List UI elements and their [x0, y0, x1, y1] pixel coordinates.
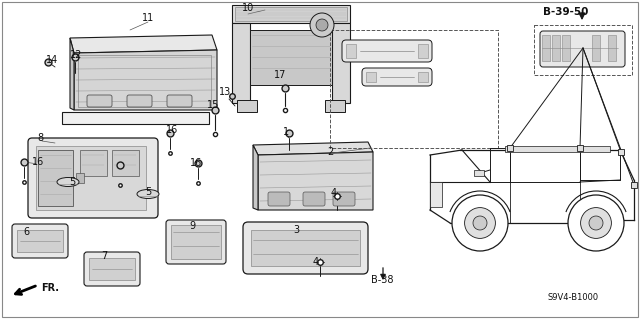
Bar — [592, 35, 600, 61]
Bar — [235, 7, 347, 21]
Bar — [366, 72, 376, 82]
Text: 5: 5 — [145, 187, 151, 197]
FancyBboxPatch shape — [87, 95, 112, 107]
FancyBboxPatch shape — [268, 192, 290, 206]
FancyBboxPatch shape — [12, 224, 68, 258]
Text: 16: 16 — [190, 158, 202, 168]
Text: 4: 4 — [313, 257, 319, 267]
FancyBboxPatch shape — [303, 192, 325, 206]
Text: 11: 11 — [142, 13, 154, 23]
Bar — [251, 230, 360, 266]
FancyBboxPatch shape — [167, 95, 192, 107]
Bar — [232, 23, 250, 103]
Ellipse shape — [137, 189, 159, 198]
FancyBboxPatch shape — [84, 252, 140, 286]
Bar — [78, 55, 211, 107]
Bar — [80, 150, 107, 176]
Text: FR.: FR. — [41, 283, 59, 293]
Bar — [36, 146, 146, 210]
Text: 4: 4 — [331, 188, 337, 198]
Text: 17: 17 — [274, 70, 286, 80]
Text: 9: 9 — [189, 221, 195, 231]
Bar — [542, 35, 550, 61]
Text: 6: 6 — [23, 227, 29, 237]
Text: 3: 3 — [293, 225, 299, 235]
Bar — [505, 146, 610, 152]
Circle shape — [465, 208, 495, 238]
Bar — [577, 145, 583, 151]
Polygon shape — [258, 152, 373, 210]
Bar — [232, 5, 350, 23]
Polygon shape — [253, 142, 373, 155]
Text: 5: 5 — [69, 177, 75, 187]
FancyBboxPatch shape — [333, 192, 355, 206]
Bar — [76, 173, 84, 183]
Bar — [631, 182, 637, 188]
Bar — [332, 23, 350, 103]
Bar — [534, 25, 632, 75]
Bar — [325, 100, 345, 112]
Text: 1: 1 — [283, 127, 289, 137]
FancyBboxPatch shape — [127, 95, 152, 107]
Text: 8: 8 — [37, 133, 43, 143]
FancyBboxPatch shape — [166, 220, 226, 264]
Bar — [608, 35, 616, 61]
FancyBboxPatch shape — [28, 138, 158, 218]
Bar — [430, 182, 442, 207]
Bar — [17, 230, 63, 252]
Polygon shape — [70, 38, 74, 110]
Ellipse shape — [57, 177, 79, 187]
Bar — [237, 100, 257, 112]
Text: 7: 7 — [101, 251, 107, 261]
FancyBboxPatch shape — [540, 31, 625, 67]
Circle shape — [316, 19, 328, 31]
Bar — [346, 44, 356, 58]
Text: B-39-50: B-39-50 — [543, 7, 589, 17]
Text: 14: 14 — [46, 55, 58, 65]
Bar — [171, 225, 221, 259]
Bar — [474, 170, 484, 176]
Bar — [552, 35, 560, 61]
Polygon shape — [70, 35, 217, 53]
Bar — [507, 145, 513, 151]
Circle shape — [568, 195, 624, 251]
Circle shape — [473, 216, 487, 230]
Circle shape — [452, 195, 508, 251]
Bar — [418, 44, 428, 58]
Bar — [618, 149, 624, 155]
Polygon shape — [62, 112, 209, 124]
Bar — [112, 150, 139, 176]
Text: 16: 16 — [32, 157, 44, 167]
FancyBboxPatch shape — [243, 222, 368, 274]
Bar — [418, 72, 428, 82]
Bar — [330, 30, 498, 148]
Polygon shape — [253, 145, 258, 210]
Text: 16: 16 — [166, 125, 178, 135]
Text: 12: 12 — [70, 50, 82, 60]
Text: 10: 10 — [242, 3, 254, 13]
FancyBboxPatch shape — [342, 40, 432, 62]
Text: B-38: B-38 — [371, 275, 393, 285]
Circle shape — [580, 208, 611, 238]
Bar — [250, 30, 332, 85]
FancyBboxPatch shape — [362, 68, 432, 86]
Text: S9V4-B1000: S9V4-B1000 — [547, 293, 598, 302]
Bar — [89, 258, 135, 280]
Circle shape — [589, 216, 603, 230]
Text: 15: 15 — [207, 100, 219, 110]
Polygon shape — [74, 50, 217, 110]
Bar — [562, 35, 570, 61]
Bar — [38, 150, 73, 206]
Text: 2: 2 — [327, 147, 333, 157]
Text: 13: 13 — [219, 87, 231, 97]
Circle shape — [310, 13, 334, 37]
